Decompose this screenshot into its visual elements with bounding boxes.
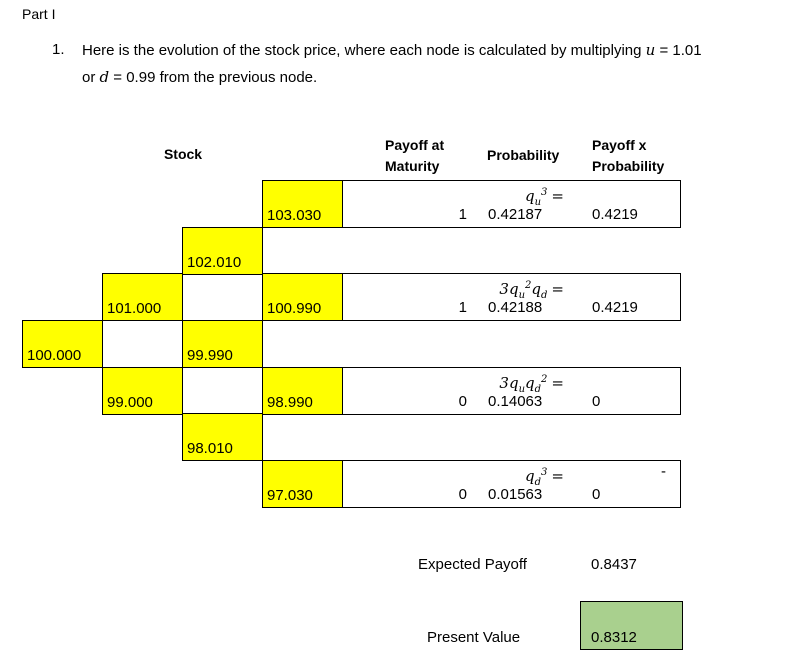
formula-subscript: u — [518, 384, 526, 395]
payoff-x-probability-value: 0 — [592, 393, 601, 410]
formula-subscript: d — [534, 477, 542, 488]
formula-coefficient: 3 — [499, 280, 509, 298]
formula-q: q — [508, 280, 519, 298]
equals-sign: = — [551, 467, 564, 485]
column-header-stock: Stock — [163, 146, 203, 162]
payoff-x-probability-value: 0.4219 — [592, 206, 638, 223]
stock-node: 99.000 — [102, 367, 183, 415]
formula-subscript: d — [541, 290, 548, 301]
formula-q: q — [525, 467, 535, 485]
payoff-row-values: 0 0.14063 0 — [343, 393, 680, 413]
stock-node: 103.030 — [262, 180, 343, 228]
stock-node: 98.010 — [182, 413, 263, 461]
payoff-value: 0 — [458, 486, 467, 503]
probability-formula: 3quqd2 = — [499, 371, 564, 399]
payoff-row: qu3 = 1 0.42187 0.4219 — [342, 180, 681, 228]
formula-q: q — [524, 187, 535, 205]
stock-node: 101.000 — [102, 273, 183, 321]
payoff-row: 3qu2qd = 1 0.42188 0.4219 — [342, 273, 681, 321]
present-value-value: 0.8312 — [591, 629, 637, 646]
probability-value: 0.01563 — [488, 486, 543, 503]
payoff-row-values: 0 0.01563 0 — [343, 486, 680, 506]
equals-sign: = — [551, 187, 564, 205]
column-header-payoff-at-maturity: Payoff at Maturity — [385, 135, 444, 177]
intro-text: Here is the evolution of the stock price… — [82, 42, 646, 59]
column-header-payoff-x-probability: Payoff x Probability — [592, 135, 664, 177]
math-d-symbol: d — [99, 68, 110, 86]
intro-text-line-1: Here is the evolution of the stock price… — [82, 41, 702, 59]
equals-sign: = — [551, 374, 564, 392]
intro-text-line-2: or d = 0.99 from the previous node. — [82, 68, 317, 86]
formula-subscript: u — [534, 197, 542, 208]
probability-value: 0.42188 — [488, 299, 543, 316]
intro-text: or — [82, 69, 100, 86]
expected-payoff-value: 0.8437 — [591, 556, 637, 573]
probability-formula: 3qu2qd = — [499, 277, 564, 305]
payoff-row-values: 1 0.42188 0.4219 — [343, 299, 680, 319]
stock-node: 102.010 — [182, 227, 263, 275]
probability-value: 0.14063 — [488, 393, 543, 410]
present-value-cell: 0.8312 — [580, 601, 683, 650]
stock-node: 98.990 — [262, 367, 343, 415]
stock-node: 100.000 — [22, 320, 103, 368]
formula-q: q — [531, 280, 542, 298]
formula-superscript: 2 — [525, 280, 532, 291]
intro-text: = 0.99 from the previous node. — [109, 69, 318, 86]
payoff-value: 1 — [458, 206, 467, 223]
payoff-x-probability-value: 0.4219 — [592, 299, 638, 316]
intro-text: = 1.01 — [655, 42, 702, 59]
formula-q: q — [508, 374, 519, 392]
formula-superscript: 3 — [541, 187, 548, 198]
math-u-symbol: u — [645, 41, 656, 59]
payoff-value: 0 — [458, 393, 467, 410]
formula-q: q — [525, 374, 535, 392]
formula-coefficient: 3 — [499, 374, 509, 392]
header-line: Probability — [592, 158, 665, 174]
formula-superscript: 3 — [541, 467, 548, 478]
probability-formula: qu3 = — [525, 184, 564, 212]
equals-sign: = — [551, 280, 564, 298]
header-line: Maturity — [385, 158, 440, 174]
payoff-row: qd3 = - 0 0.01563 0 — [342, 460, 681, 508]
list-item-number: 1. — [52, 41, 65, 58]
formula-superscript: 2 — [541, 374, 548, 385]
payoff-row-values: 1 0.42187 0.4219 — [343, 206, 680, 226]
payoff-row: 3quqd2 = 0 0.14063 0 — [342, 367, 681, 415]
column-header-probability: Probability — [487, 147, 560, 163]
header-line: Payoff at — [385, 137, 445, 153]
section-title: Part I — [22, 6, 56, 22]
probability-value: 0.42187 — [488, 206, 543, 223]
present-value-label: Present Value — [427, 629, 521, 646]
stock-node: 100.990 — [262, 273, 343, 321]
expected-payoff-label: Expected Payoff — [418, 556, 527, 573]
formula-subscript: u — [518, 290, 526, 301]
formula-subscript: d — [534, 384, 542, 395]
probability-formula: qd3 = — [525, 464, 564, 492]
header-line: Payoff x — [592, 137, 647, 153]
payoff-value: 1 — [458, 299, 467, 316]
payoff-x-probability-value: 0 — [592, 486, 601, 503]
note-dash: - — [661, 463, 666, 480]
stock-node: 99.990 — [182, 320, 263, 368]
stock-node: 97.030 — [262, 460, 343, 508]
